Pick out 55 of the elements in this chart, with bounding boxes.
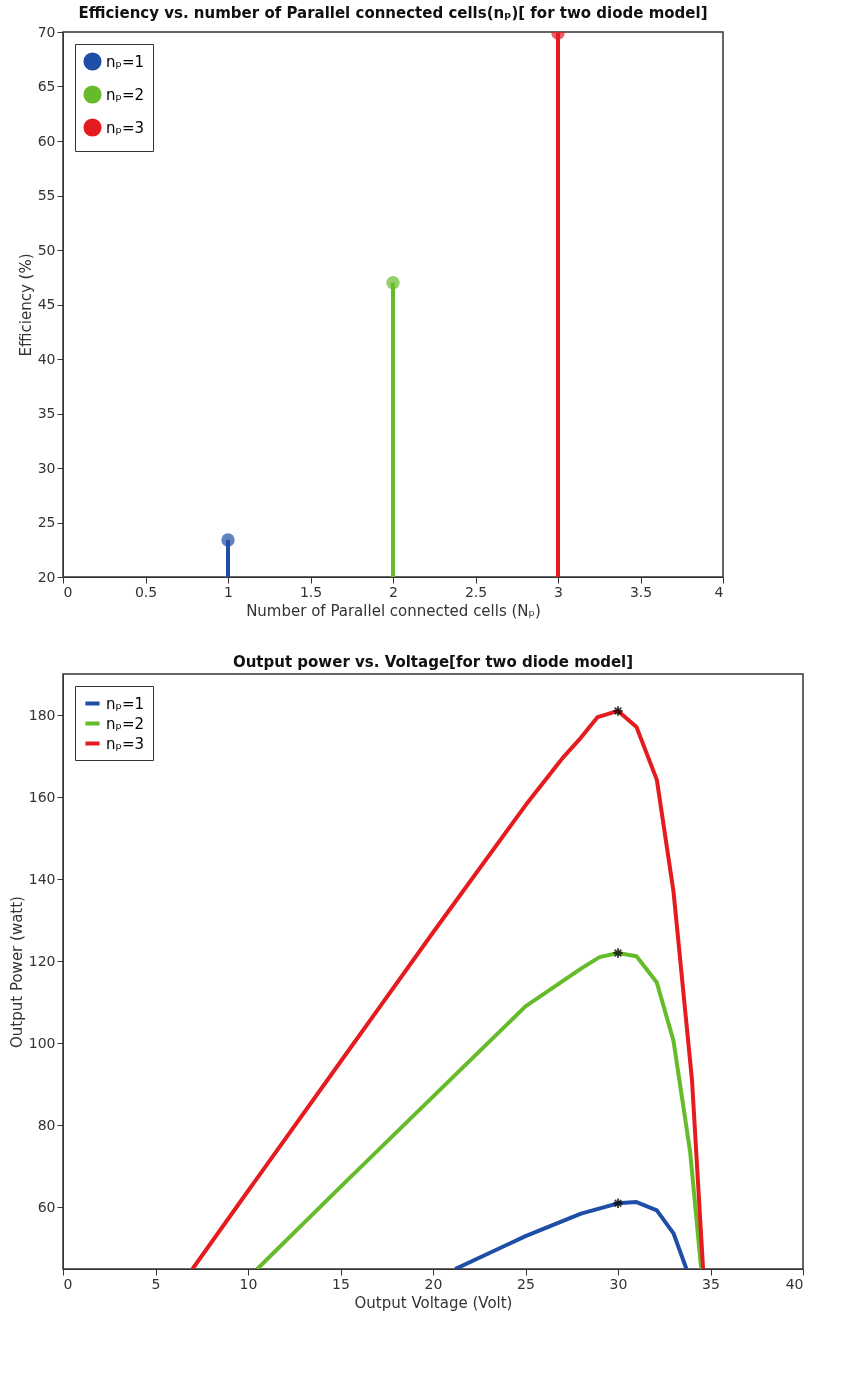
- y-tick-label: 30: [37, 459, 56, 476]
- x-axis-title: Output Voltage (Volt): [354, 1293, 513, 1312]
- x-tick-label: 3: [554, 583, 563, 600]
- y-tick-label: 70: [37, 23, 56, 40]
- y-tick-label: 120: [28, 952, 56, 969]
- legend-label: nₚ=1: [106, 52, 145, 71]
- y-tick-label: 40: [37, 350, 56, 367]
- x-tick-label: 15: [332, 1275, 350, 1292]
- line-series: [453, 1200, 689, 1269]
- legend-label: nₚ=2: [106, 85, 145, 104]
- line-series: [190, 708, 706, 1269]
- y-tick-label: 55: [37, 187, 56, 203]
- x-tick-label: 10: [239, 1275, 258, 1292]
- x-tick-label: 3.5: [629, 583, 653, 600]
- y-tick-label: 180: [28, 706, 56, 723]
- y-tick-label: 25: [37, 514, 56, 530]
- x-axis-title: Number of Parallel connected cells (Nₚ): [246, 601, 541, 620]
- x-tick-label: 30: [609, 1275, 628, 1292]
- x-tick-label: 2: [389, 583, 398, 600]
- x-tick-label: 25: [517, 1275, 535, 1292]
- y-tick-label: 100: [28, 1034, 56, 1051]
- y-tick-label: 60: [37, 132, 56, 149]
- legend-label: nₚ=3: [106, 734, 145, 753]
- x-tick-label: 1.5: [299, 583, 323, 600]
- y-tick-label: 140: [28, 870, 56, 887]
- x-tick-label: 20: [424, 1275, 443, 1292]
- y-tick-label: 50: [37, 241, 56, 258]
- y-axis-title: Output Power (watt): [7, 896, 26, 1048]
- point: [221, 533, 235, 547]
- y-tick-label: 20: [37, 568, 56, 585]
- x-tick-label: 0.5: [134, 583, 158, 600]
- y-tick-label: 35: [37, 405, 56, 421]
- x-tick-label: 1: [224, 583, 233, 600]
- chart-title: Output power vs. Voltage[for two diode model]: [232, 653, 634, 671]
- y-tick-label: 60: [37, 1198, 56, 1215]
- legend-label: nₚ=3: [106, 118, 145, 137]
- y-tick-label: 65: [37, 78, 56, 94]
- y-axis-title: Efficiency (%): [16, 253, 35, 357]
- x-tick-label: 35: [702, 1275, 720, 1292]
- x-tick-label: 2.5: [464, 583, 488, 600]
- x-tick-label: 5: [151, 1275, 161, 1292]
- x-tick-label: 40: [785, 1275, 804, 1292]
- y-tick-label: 160: [28, 788, 56, 805]
- x-tick-label: 0: [63, 583, 73, 600]
- chart-title: Efficiency vs. number of Parallel connected cells(nₚ)[ for two diode model]: [78, 4, 708, 22]
- point: [612, 947, 624, 959]
- point: [386, 276, 400, 290]
- legend-label: nₚ=2: [106, 714, 145, 733]
- x-tick-label: 4: [714, 583, 724, 600]
- x-tick-label: 0: [63, 1275, 73, 1292]
- legend-label: nₚ=1: [106, 694, 145, 713]
- line-series: [255, 951, 704, 1269]
- point: [612, 705, 624, 717]
- y-tick-label: 80: [37, 1116, 56, 1133]
- y-tick-label: 45: [37, 296, 56, 312]
